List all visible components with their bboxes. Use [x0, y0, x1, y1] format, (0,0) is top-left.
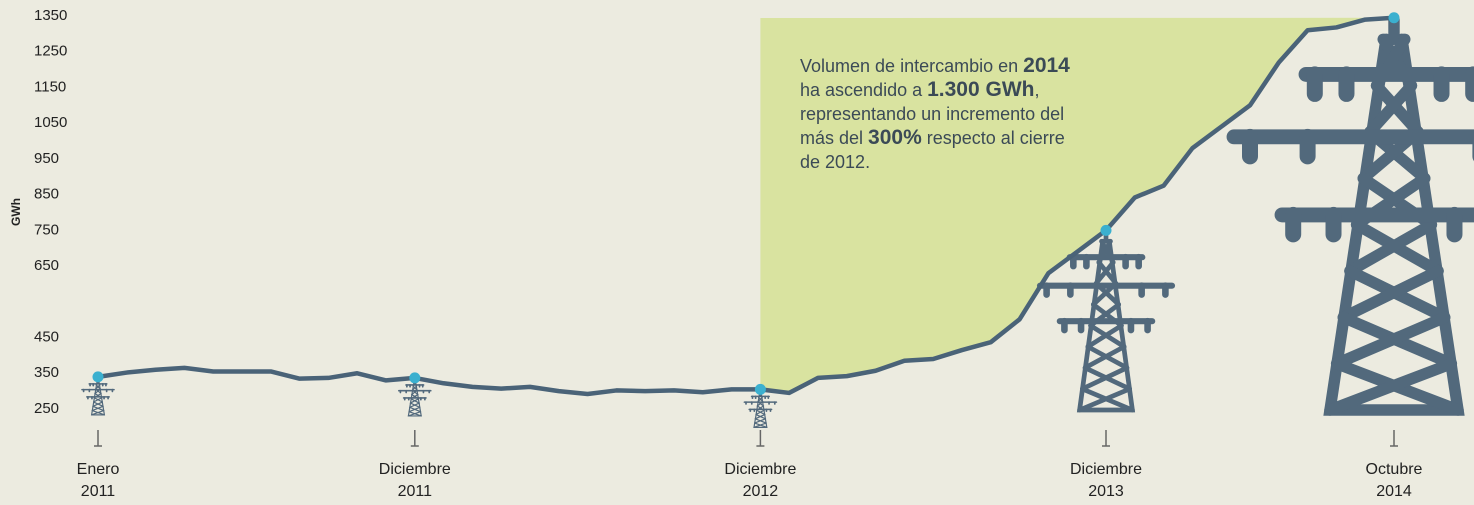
- annotation-line: Volumen de intercambio en 2014: [800, 54, 1070, 77]
- y-tick-label: 750: [34, 221, 59, 238]
- tower-brace: [1324, 357, 1458, 416]
- point-marker: [754, 383, 766, 395]
- tower-brace: [90, 409, 105, 416]
- tower-brace: [1337, 265, 1444, 324]
- point-marker: [409, 372, 421, 384]
- tower-brace: [92, 397, 103, 403]
- tower-brace: [409, 398, 420, 404]
- x-tick-label: Enero 2011: [77, 461, 120, 500]
- x-tick-label: Diciembre 2011: [379, 461, 451, 500]
- tower: [1226, 14, 1474, 416]
- tower-brace: [754, 418, 767, 424]
- tower-brace: [753, 422, 767, 428]
- point-marker: [1388, 12, 1400, 24]
- y-tick-label: 1250: [34, 43, 67, 60]
- annotation-segment: 2014: [1023, 54, 1070, 77]
- y-tick-label: 1150: [34, 78, 66, 95]
- tower: [398, 379, 432, 417]
- tower-brace: [754, 413, 766, 420]
- annotation-segment: ,: [1034, 80, 1039, 100]
- annotation-segment: respecto al cierre: [922, 128, 1065, 148]
- annotation-segment: más del: [800, 128, 868, 148]
- y-tick-label: 1050: [34, 114, 67, 131]
- highlight-layer: [760, 17, 1394, 393]
- tower-brace: [92, 401, 104, 407]
- tower-brace: [1093, 259, 1116, 286]
- x-tick-label: Diciembre 2012: [724, 461, 796, 500]
- tower-brace: [407, 411, 422, 417]
- tower-brace: [1085, 323, 1124, 350]
- tower: [743, 390, 778, 428]
- tower-brace: [1364, 79, 1418, 138]
- y-tick-label: 1350: [34, 7, 67, 24]
- tower-brace: [91, 405, 104, 412]
- annotation-line: de 2012.: [800, 152, 870, 172]
- y-tick-label: 650: [34, 257, 59, 274]
- point-marker: [92, 371, 104, 383]
- annotation-segment: representando un incremento del: [800, 104, 1064, 124]
- tower-brace: [757, 396, 763, 403]
- tower: [81, 378, 115, 416]
- x-tick-label: Octubre 2014: [1366, 461, 1423, 500]
- annotation-segment: de 2012.: [800, 152, 870, 172]
- tower-brace: [755, 409, 765, 416]
- data-line: [97, 15, 1395, 397]
- tower-brace: [94, 384, 101, 390]
- x-tick-label: Diciembre 2013: [1070, 461, 1142, 500]
- annotation-line: representando un incremento del: [800, 104, 1064, 124]
- y-axis-label: GWh: [9, 198, 23, 226]
- y-tick-label: 350: [34, 364, 59, 381]
- tower-brace: [408, 406, 421, 413]
- annotation-line: ha ascendido a 1.300 GWh,: [800, 78, 1040, 101]
- tower-brace: [1079, 365, 1130, 392]
- annotation-segment: ha ascendido a: [800, 80, 927, 100]
- y-tick-label: 250: [34, 400, 59, 417]
- y-tick-label: 950: [34, 150, 59, 167]
- y-tick-label: 850: [34, 186, 59, 203]
- y-tick-label: 450: [34, 329, 59, 346]
- tower: [1036, 230, 1176, 413]
- annotation-line: más del 300% respecto al cierre: [800, 126, 1065, 149]
- tower-brace: [1077, 386, 1133, 413]
- annotation-segment: 1.300 GWh: [927, 78, 1034, 101]
- annotation-segment: 300%: [868, 126, 922, 149]
- tower-brace: [1082, 344, 1127, 371]
- annotation-segment: Volumen de intercambio en: [800, 56, 1023, 76]
- tower-brace: [409, 402, 420, 408]
- tower-layer: [81, 14, 1474, 428]
- tower-brace: [411, 385, 418, 391]
- point-marker: [1100, 224, 1112, 236]
- tower-brace: [1344, 218, 1438, 277]
- highlight-area: [760, 17, 1394, 393]
- tower-brace: [1330, 311, 1451, 370]
